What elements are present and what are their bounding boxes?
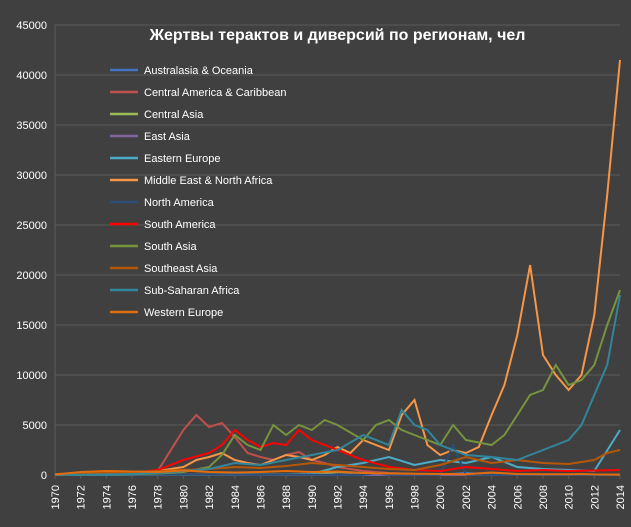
- legend-label: East Asia: [144, 131, 191, 143]
- legend-label: Middle East & North Africa: [144, 175, 273, 187]
- legend-label: Australasia & Oceania: [144, 65, 254, 77]
- x-axis-label: 1992: [333, 485, 345, 509]
- x-axis-label: 2002: [461, 485, 473, 509]
- x-axis-label: 1974: [101, 485, 113, 509]
- legend-label: Central America & Caribbean: [144, 87, 286, 99]
- x-axis-label: 1988: [281, 485, 293, 509]
- y-axis-label: 25000: [16, 220, 47, 232]
- chart-svg: 0 5000 10000 15000 20000 25000 30000 35000 40000…: [0, 0, 631, 527]
- x-axis-label: 2000: [435, 485, 447, 509]
- chart-title: Жертвы терактов и диверсий по регионам, …: [149, 27, 526, 44]
- x-axis-label: 2014: [615, 485, 627, 509]
- x-axis-label: 1970: [50, 485, 62, 509]
- y-axis-label: 40000: [16, 70, 47, 82]
- x-axis-label: 1994: [358, 485, 370, 509]
- y-axis-label: 15000: [16, 320, 47, 332]
- x-axis-label: 2004: [487, 485, 499, 509]
- x-axis-label: 2010: [564, 485, 576, 509]
- x-axis-label: 1972: [76, 485, 88, 509]
- legend-label: Central Asia: [144, 109, 204, 121]
- y-axis-label: 30000: [16, 170, 47, 182]
- y-axis-label: 20000: [16, 270, 47, 282]
- y-axis-label: 5000: [23, 420, 47, 432]
- y-axis-label: 35000: [16, 120, 47, 132]
- x-axis-label: 1980: [178, 485, 190, 509]
- x-axis-label: 1986: [255, 485, 267, 509]
- x-axis-label: 1984: [230, 485, 242, 509]
- y-axis-label: 0: [41, 470, 47, 482]
- x-axis-label: 1978: [153, 485, 165, 509]
- y-axis-label: 10000: [16, 370, 47, 382]
- x-axis-label: 1996: [384, 485, 396, 509]
- x-axis-label: 2012: [589, 485, 601, 509]
- legend-label: South America: [144, 219, 216, 231]
- legend-label: Southeast Asia: [144, 263, 218, 275]
- x-axis-label: 1990: [307, 485, 319, 509]
- x-axis-label: 1982: [204, 485, 216, 509]
- y-axis-label: 45000: [16, 20, 47, 32]
- series-line: [55, 60, 620, 475]
- x-axis-label: 2008: [538, 485, 550, 509]
- x-axis-label: 1998: [410, 485, 422, 509]
- legend-label: Eastern Europe: [144, 153, 220, 165]
- x-axis-label: 2006: [512, 485, 524, 509]
- legend-label: Sub-Saharan Africa: [144, 285, 240, 297]
- chart-container: 0 5000 10000 15000 20000 25000 30000 35000 40000…: [0, 0, 631, 527]
- legend-label: North America: [144, 197, 215, 209]
- x-axis-label: 1976: [127, 485, 139, 509]
- legend-label: Western Europe: [144, 307, 223, 319]
- legend-label: South Asia: [144, 241, 197, 253]
